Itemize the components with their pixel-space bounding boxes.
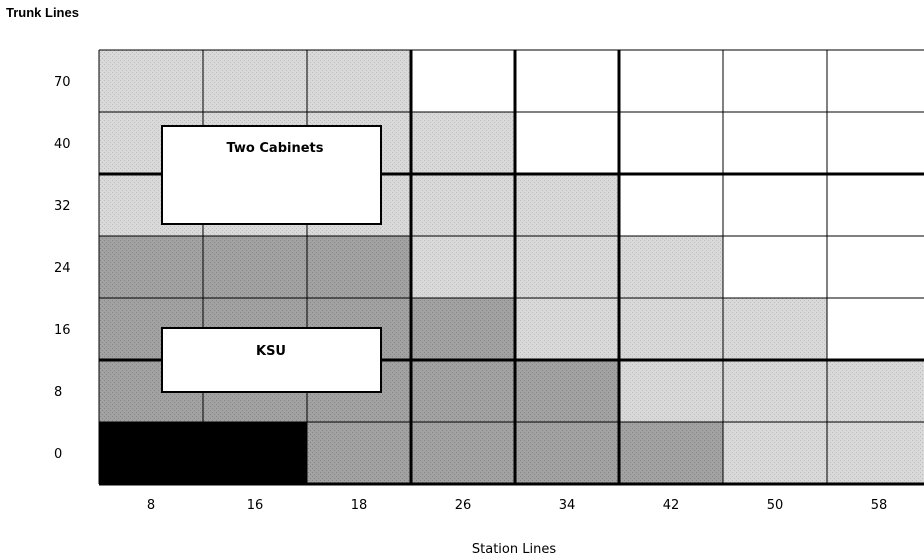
- ksu-box: [161, 327, 382, 393]
- y-tick-label: 24: [54, 261, 71, 276]
- cell-40-34: [515, 112, 619, 174]
- cell-70-34: [515, 50, 619, 112]
- y-tick-label: 0: [54, 447, 62, 462]
- x-tick-label: 42: [663, 498, 680, 513]
- cell-70-8: [99, 50, 203, 112]
- cell-24-18: [307, 236, 411, 298]
- x-tick-label: 26: [455, 498, 472, 513]
- cell-70-50: [723, 50, 827, 112]
- cell-16-58: [827, 298, 924, 360]
- cell-16-26: [411, 298, 515, 360]
- cell-0-8: [99, 422, 203, 484]
- cell-70-18: [307, 50, 411, 112]
- chart-title: Trunk Lines: [6, 5, 79, 20]
- x-tick-label: 58: [871, 498, 888, 513]
- cell-0-58: [827, 422, 924, 484]
- x-tick-label: 50: [767, 498, 784, 513]
- cell-32-34: [515, 174, 619, 236]
- two-cabinets-label: Two Cabinets: [226, 141, 323, 156]
- cell-24-34: [515, 236, 619, 298]
- cell-24-58: [827, 236, 924, 298]
- cell-40-50: [723, 112, 827, 174]
- x-tick-label: 18: [351, 498, 368, 513]
- cell-16-42: [619, 298, 723, 360]
- cell-70-58: [827, 50, 924, 112]
- y-tick-label: 70: [54, 75, 71, 90]
- cell-0-42: [619, 422, 723, 484]
- cell-40-26: [411, 112, 515, 174]
- x-tick-label: 16: [247, 498, 264, 513]
- cell-24-16: [203, 236, 307, 298]
- two-cabinets-box: [161, 125, 382, 225]
- cell-24-8: [99, 236, 203, 298]
- y-tick-label: 40: [54, 137, 71, 152]
- cell-8-58: [827, 360, 924, 422]
- cell-0-18: [307, 422, 411, 484]
- cell-0-50: [723, 422, 827, 484]
- cell-32-58: [827, 174, 924, 236]
- cell-40-42: [619, 112, 723, 174]
- cell-24-42: [619, 236, 723, 298]
- cell-0-34: [515, 422, 619, 484]
- x-tick-label: 8: [147, 498, 155, 513]
- cell-0-16: [203, 422, 307, 484]
- cell-70-42: [619, 50, 723, 112]
- cell-8-34: [515, 360, 619, 422]
- cell-32-42: [619, 174, 723, 236]
- cell-32-26: [411, 174, 515, 236]
- x-tick-label: 34: [559, 498, 576, 513]
- cell-70-16: [203, 50, 307, 112]
- y-tick-label: 16: [54, 323, 71, 338]
- cell-8-50: [723, 360, 827, 422]
- cell-8-26: [411, 360, 515, 422]
- cell-70-26: [411, 50, 515, 112]
- ksu-label: KSU: [256, 344, 286, 359]
- cell-24-26: [411, 236, 515, 298]
- y-tick-label: 32: [54, 199, 71, 214]
- y-tick-label: 8: [54, 385, 62, 400]
- cell-8-42: [619, 360, 723, 422]
- cell-32-50: [723, 174, 827, 236]
- cell-40-58: [827, 112, 924, 174]
- cell-16-34: [515, 298, 619, 360]
- cell-24-50: [723, 236, 827, 298]
- cell-16-50: [723, 298, 827, 360]
- cell-0-26: [411, 422, 515, 484]
- x-axis-label: Station Lines: [472, 542, 556, 557]
